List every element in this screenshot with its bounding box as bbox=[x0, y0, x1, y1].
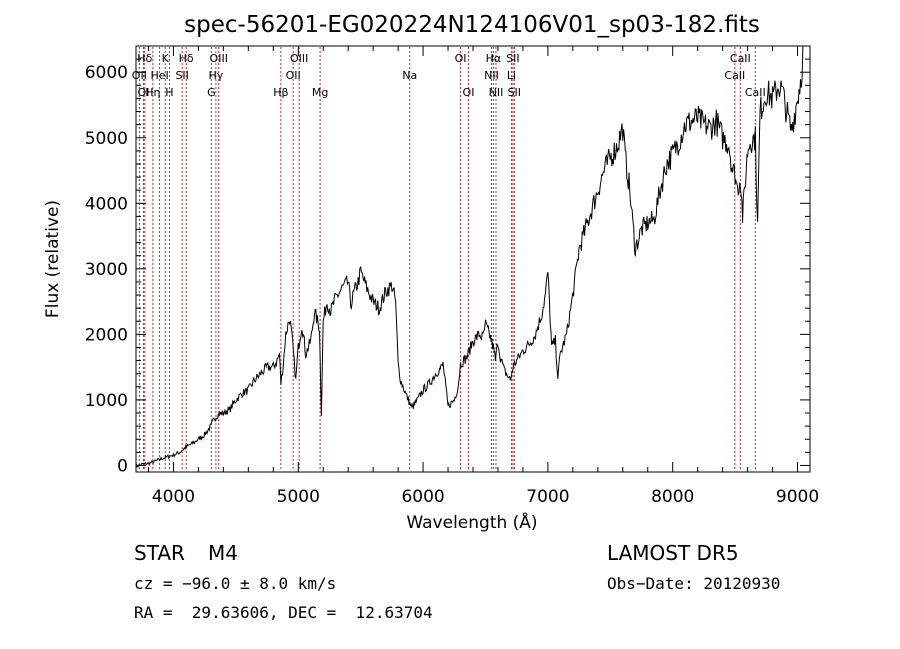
line-marker-label: OI bbox=[455, 52, 467, 65]
line-marker-label: Hγ bbox=[208, 69, 223, 82]
line-marker-label: Hδ bbox=[137, 52, 152, 65]
y-tick-label: 5000 bbox=[85, 129, 128, 149]
line-marker-label: K bbox=[162, 52, 170, 65]
line-marker-label: CaII bbox=[745, 86, 766, 99]
line-marker-label: G bbox=[207, 86, 216, 99]
line-marker-label: SII bbox=[506, 52, 519, 65]
line-marker-label: NII bbox=[484, 69, 499, 82]
line-marker-label: SII bbox=[175, 69, 188, 82]
y-tick-label: 2000 bbox=[85, 325, 128, 345]
line-marker-label: OI bbox=[463, 86, 475, 99]
observation-date: Obs−Date: 20120930 bbox=[607, 574, 781, 593]
x-tick-label: 6000 bbox=[401, 487, 444, 507]
y-tick-label: 4000 bbox=[85, 194, 128, 214]
line-marker-label: CaII bbox=[724, 69, 745, 82]
emission-line-markers bbox=[138, 47, 756, 471]
plot-frame bbox=[135, 45, 811, 473]
line-marker-label: HeI bbox=[150, 69, 168, 82]
x-tick-label: 4000 bbox=[152, 487, 195, 507]
line-marker-label: Hη bbox=[145, 86, 160, 99]
redshift-cz: cz = −96.0 ± 8.0 km/s bbox=[134, 574, 337, 593]
line-marker-label: Hβ bbox=[273, 86, 288, 99]
line-marker-label: Na bbox=[402, 69, 417, 82]
chart-title: spec-56201-EG020224N124106V01_sp03-182.f… bbox=[184, 12, 760, 38]
line-marker-label: OIII bbox=[210, 52, 228, 65]
line-marker-label: OI bbox=[138, 86, 150, 99]
y-tick-label: 0 bbox=[117, 456, 128, 476]
survey-name: LAMOST DR5 bbox=[607, 541, 739, 565]
x-tick-label: 8000 bbox=[651, 487, 694, 507]
x-tick-label: 5000 bbox=[277, 487, 320, 507]
line-marker-label: OII bbox=[132, 69, 147, 82]
line-marker-label: OII bbox=[286, 69, 301, 82]
line-marker-label: Hδ bbox=[179, 52, 194, 65]
x-axis-ticks: 4000 5000 6000 7000 8000 9000 bbox=[147, 46, 819, 507]
line-marker-label: H bbox=[165, 86, 173, 99]
y-tick-label: 3000 bbox=[85, 260, 128, 280]
line-marker-label: NII bbox=[489, 86, 504, 99]
x-tick-label: 7000 bbox=[526, 487, 569, 507]
object-class: STAR bbox=[134, 541, 185, 565]
line-marker-label: Li bbox=[507, 69, 516, 82]
x-tick-label: 9000 bbox=[776, 487, 819, 507]
y-tick-label: 6000 bbox=[85, 63, 128, 83]
spectrum-line bbox=[135, 45, 804, 469]
line-marker-label: CaII bbox=[730, 52, 751, 65]
y-axis-label: Flux (relative) bbox=[43, 200, 63, 318]
line-marker-label: SII bbox=[508, 86, 521, 99]
coordinates: RA = 29.63606, DEC = 12.63704 bbox=[134, 603, 433, 622]
y-tick-label: 1000 bbox=[85, 391, 128, 411]
y-axis-ticks: 0 1000 2000 3000 4000 5000 6000 bbox=[85, 45, 810, 476]
object-subclass: M4 bbox=[208, 541, 238, 565]
line-marker-label: Hα bbox=[486, 52, 502, 65]
line-marker-label: Mg bbox=[312, 86, 328, 99]
line-marker-label: OIII bbox=[290, 52, 308, 65]
x-axis-label: Wavelength (Å) bbox=[406, 511, 537, 533]
